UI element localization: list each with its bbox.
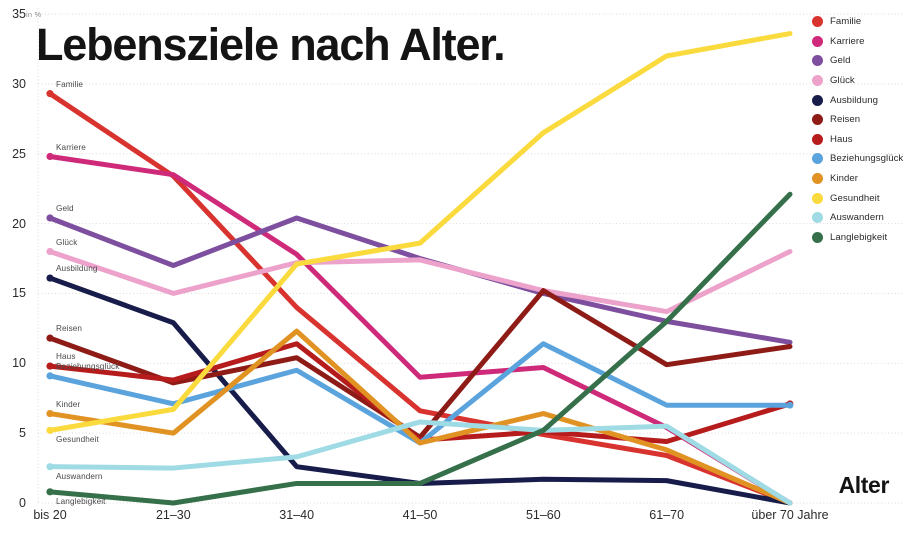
series-start-markers: [46, 90, 794, 496]
inline-series-label: Karriere: [56, 142, 86, 152]
legend-color-dot: [812, 192, 823, 204]
series-line-langlebigkeit: [47, 191, 793, 506]
series-paths: [47, 31, 793, 506]
series-line-beziehungsglück: [47, 341, 793, 446]
legend-color-dot: [812, 133, 823, 145]
legend-color-dot: [812, 173, 823, 185]
chart-legend: Familie Karriere Geld Glück Ausbildung Reisen…: [812, 12, 915, 247]
x-tick-label: 31–40: [279, 508, 315, 522]
legend-color-dot: [812, 153, 823, 165]
y-tick-label: 20: [12, 216, 26, 231]
legend-color-dot: [812, 231, 823, 243]
x-axis-title: Alter: [838, 472, 890, 498]
series-line-geld: [47, 215, 793, 345]
x-tick-label: über 70 Jahre: [751, 508, 829, 522]
legend-item-geld[interactable]: Geld: [812, 51, 915, 71]
inline-series-label: Gesundheit: [56, 435, 99, 445]
legend-item-label: Glück: [830, 75, 855, 87]
series-line-auswandern: [47, 419, 793, 506]
page-title: Lebensziele nach Alter.: [36, 19, 506, 70]
x-tick-label: 51–60: [525, 508, 561, 522]
series-start-dot: [46, 463, 54, 471]
series-start-dot: [46, 488, 54, 496]
y-tick-label: 25: [12, 146, 26, 161]
series-start-dot: [46, 409, 54, 418]
legend-item-langlebigkeit[interactable]: Langlebigkeit: [812, 228, 915, 248]
y-tick-label: 35: [12, 7, 26, 21]
series-start-dot: [46, 426, 54, 434]
series-start-dot: [46, 214, 54, 222]
legend-item-label: Beziehungsglück: [830, 153, 904, 165]
y-tick-label: 15: [12, 286, 26, 301]
legend-item-ausbildung[interactable]: Ausbildung: [812, 90, 915, 110]
legend-item-kinder[interactable]: Kinder: [812, 169, 915, 189]
x-tick-label: 61–70: [649, 508, 685, 522]
y-tick-label: 30: [12, 76, 26, 91]
legend-item-gesundheit[interactable]: Gesundheit: [812, 188, 915, 208]
legend-item-label: Ausbildung: [830, 94, 878, 106]
y-tick-label: 5: [19, 426, 26, 441]
inline-series-label: Reisen: [56, 324, 83, 334]
inline-series-label: Langlebigkeit: [56, 496, 106, 506]
inline-series-label: Haus: [56, 352, 76, 362]
legend-item-reisen[interactable]: Reisen: [812, 110, 915, 130]
inline-series-label: Glück: [56, 237, 78, 247]
legend-item-familie[interactable]: Familie: [812, 12, 915, 32]
series-start-dot: [46, 274, 54, 282]
legend-color-dot: [812, 75, 823, 87]
legend-item-haus[interactable]: Haus: [812, 130, 915, 150]
y-tick-label: 0: [19, 496, 26, 510]
series-line-glück: [47, 249, 793, 315]
series-end-dot: [786, 401, 794, 409]
legend-item-karriere[interactable]: Karriere: [812, 32, 915, 52]
legend-color-dot: [812, 94, 823, 106]
legend-color-dot: [812, 212, 823, 224]
legend-item-label: Reisen: [830, 114, 861, 126]
legend-item-label: Karriere: [830, 35, 865, 47]
inline-series-label: Beziehungsglück: [56, 361, 120, 371]
x-tick-label: 41–50: [402, 508, 438, 522]
legend-color-dot: [812, 16, 823, 28]
series-start-dot: [46, 90, 54, 98]
legend-item-label: Geld: [830, 55, 851, 67]
legend-item-label: Gesundheit: [830, 192, 880, 204]
series-start-dot: [46, 152, 54, 161]
legend-color-dot: [812, 35, 823, 47]
series-line-haus: [47, 341, 793, 445]
series-line-karriere: [47, 154, 793, 506]
series-line-gesundheit: [47, 31, 793, 433]
inline-series-label: Kinder: [56, 399, 81, 409]
legend-color-dot: [812, 55, 823, 67]
y-tick-label: 10: [12, 356, 26, 371]
legend-item-auswandern[interactable]: Auswandern: [812, 208, 915, 228]
series-line-reisen: [47, 288, 793, 440]
x-tick-label: bis 20: [33, 508, 67, 522]
legend-item-label: Haus: [830, 133, 853, 145]
inline-series-label: Familie: [56, 79, 84, 89]
legend-item-label: Familie: [830, 16, 862, 28]
series-start-dot: [46, 334, 54, 342]
legend-item-glück[interactable]: Glück: [812, 71, 915, 91]
series-start-dot: [46, 372, 54, 380]
legend-item-label: Langlebigkeit: [830, 231, 888, 243]
inline-series-label: Ausbildung: [56, 264, 98, 274]
inline-series-label: Geld: [56, 203, 74, 213]
x-tick-label: 21–30: [155, 508, 191, 522]
legend-item-label: Auswandern: [830, 212, 884, 224]
series-line-kinder: [47, 328, 793, 506]
legend-item-label: Kinder: [830, 173, 859, 185]
y-axis-unit-label: in %: [26, 10, 42, 19]
legend-item-beziehungsglück[interactable]: Beziehungsglück: [812, 149, 915, 169]
series-start-dot: [46, 247, 54, 256]
legend-color-dot: [812, 114, 823, 126]
inline-series-label: Auswandern: [56, 471, 103, 481]
series-start-dot: [46, 362, 54, 370]
